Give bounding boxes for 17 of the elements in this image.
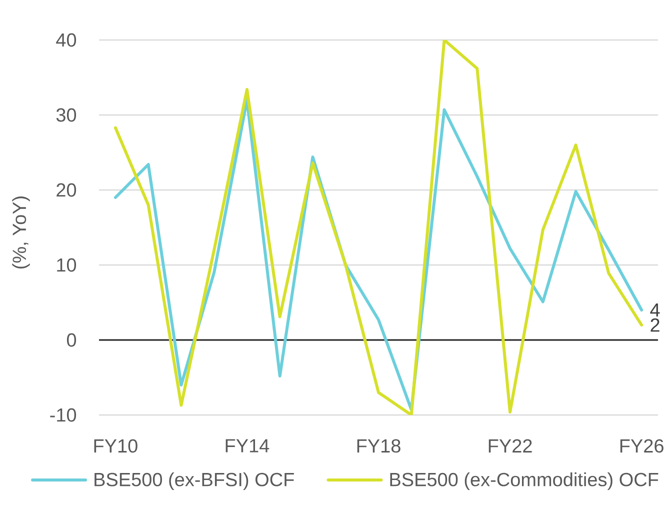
- line-series: [114, 40, 644, 415]
- x-tick-label: FY22: [488, 439, 532, 452]
- y-tick-label: 0: [66, 333, 76, 347]
- legend-label: BSE500 (ex-Commodities) OCF: [390, 472, 658, 490]
- x-tick-label: FY14: [226, 439, 270, 452]
- y-tick-label: -10: [50, 408, 76, 422]
- x-tick-label: FY26: [620, 439, 664, 453]
- legend-label: BSE500 (ex-BFSI) OCF: [94, 472, 294, 490]
- y-tick-label: 10: [57, 258, 76, 272]
- data-label: 2: [650, 318, 660, 332]
- y-tick-label: 20: [56, 183, 76, 197]
- x-tick-label: FY18: [357, 439, 400, 453]
- x-tick-label: FY10: [94, 439, 138, 453]
- y-tick-label: 30: [56, 108, 76, 122]
- data-label: 4: [650, 303, 660, 317]
- y-axis-title: (%, YoY): [12, 196, 30, 268]
- y-tick-label: 40: [56, 33, 76, 47]
